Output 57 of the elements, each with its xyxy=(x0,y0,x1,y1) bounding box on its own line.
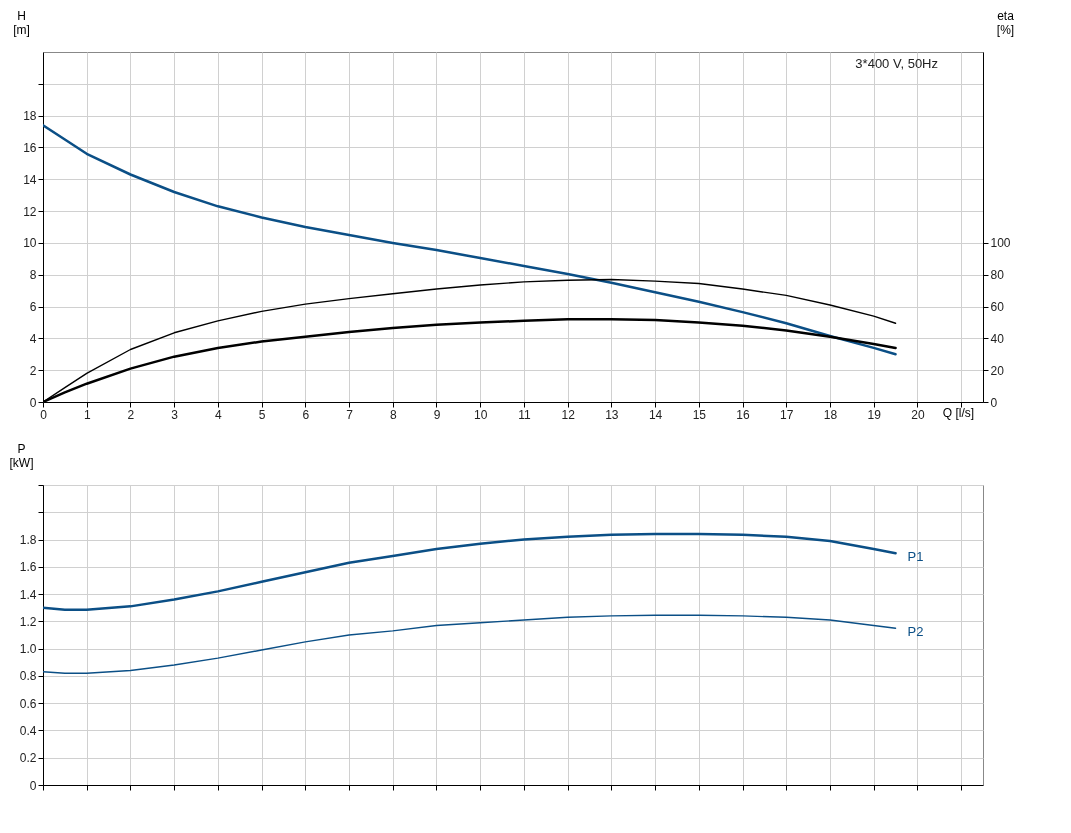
y-axis-title: H [m] xyxy=(13,8,30,37)
x-tick-label: 5 xyxy=(258,407,266,422)
y2-tick-label: 40 xyxy=(990,331,1005,346)
x-tick-label: 16 xyxy=(736,407,751,422)
y-tick-label: 16 xyxy=(23,140,37,155)
y-tick-label: 8 xyxy=(29,268,37,283)
series-label: P1 xyxy=(907,549,924,565)
x-tick-label: 13 xyxy=(605,407,619,422)
y-tick-label: 2 xyxy=(29,363,37,378)
x-tick-label: 20 xyxy=(911,407,925,422)
x-tick-label: 14 xyxy=(648,407,663,422)
x-tick-label: 17 xyxy=(780,407,794,422)
x-tick-label: 10 xyxy=(474,407,488,422)
y-tick-label: 0.8 xyxy=(19,669,37,684)
x-tick-label: 15 xyxy=(692,407,707,422)
y-tick-label: 1.6 xyxy=(19,560,37,575)
y2-tick-label: 20 xyxy=(990,363,1005,378)
y2-tick-label: 100 xyxy=(990,236,1011,251)
y-tick-label: 0 xyxy=(29,778,37,793)
x-tick-label: 0 xyxy=(40,407,48,422)
y2-tick-label: 80 xyxy=(990,268,1005,283)
x-tick-label: 6 xyxy=(302,407,310,422)
y-tick-label: 4 xyxy=(29,331,37,346)
y-axis-title: P [kW] xyxy=(9,441,34,470)
y-tick-label: 18 xyxy=(23,109,37,124)
x-tick-label: 7 xyxy=(346,407,354,422)
y2-tick-label: 0 xyxy=(990,395,998,410)
x-axis-title: Q [l/s] xyxy=(942,405,975,420)
x-tick-label: 1 xyxy=(83,407,91,422)
y-tick-label: 0.6 xyxy=(19,696,37,711)
x-tick-label: 12 xyxy=(561,407,576,422)
y-tick-label: 1.4 xyxy=(19,587,37,602)
line-series xyxy=(43,614,897,674)
y2-axis-title: eta [%] xyxy=(996,8,1015,37)
y-tick-label: 1.0 xyxy=(19,642,37,657)
x-tick-label: 18 xyxy=(823,407,838,422)
y-tick-label: 14 xyxy=(23,172,37,187)
y2-tick-label: 60 xyxy=(990,300,1005,315)
line-series xyxy=(43,532,897,612)
y-tick-label: 0.4 xyxy=(19,723,37,738)
x-tick-label: 11 xyxy=(518,407,531,422)
series-label: P2 xyxy=(907,624,924,640)
x-tick-label: 9 xyxy=(433,407,441,422)
x-tick-label: 19 xyxy=(867,407,882,422)
y-tick-label: 12 xyxy=(23,204,37,219)
x-tick-label: 8 xyxy=(389,407,397,422)
y-tick-label: 0 xyxy=(29,395,37,410)
line-series xyxy=(43,123,897,356)
y-tick-label: 6 xyxy=(29,300,37,315)
y-tick-label: 0.2 xyxy=(19,751,37,766)
x-tick-label: 3 xyxy=(171,407,179,422)
y-tick-label: 1.8 xyxy=(19,533,37,548)
y-tick-label: 10 xyxy=(23,236,37,251)
x-tick-label: 4 xyxy=(215,407,223,422)
y-tick-label: 1.2 xyxy=(19,614,37,629)
x-tick-label: 2 xyxy=(127,407,135,422)
annotation: 3*400 V, 50Hz xyxy=(855,56,938,71)
